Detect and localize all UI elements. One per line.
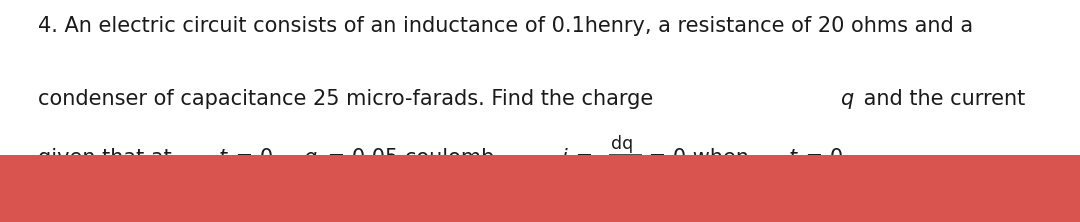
Text: 4. An electric circuit consists of an inductance of 0.1henry, a resistance of 20: 4. An electric circuit consists of an in…: [38, 16, 973, 36]
Text: t: t: [788, 148, 796, 168]
Text: dt: dt: [613, 158, 632, 176]
Text: condenser of capacitance 25 micro-farads. Find the charge: condenser of capacitance 25 micro-farads…: [38, 89, 660, 109]
Text: =: =: [569, 148, 599, 168]
Text: = 0 when: = 0 when: [642, 148, 755, 168]
Text: = 0: = 0: [799, 148, 842, 168]
Text: and the current: and the current: [858, 89, 1032, 109]
Text: = 0,: = 0,: [229, 148, 287, 168]
Text: dq: dq: [611, 135, 633, 153]
Text: = 0.05 coulomb,: = 0.05 coulomb,: [321, 148, 508, 168]
Text: t: t: [219, 148, 227, 168]
Text: given that at: given that at: [38, 148, 178, 168]
Text: i: i: [562, 148, 567, 168]
Text: q: q: [303, 148, 316, 168]
Text: q: q: [840, 89, 853, 109]
